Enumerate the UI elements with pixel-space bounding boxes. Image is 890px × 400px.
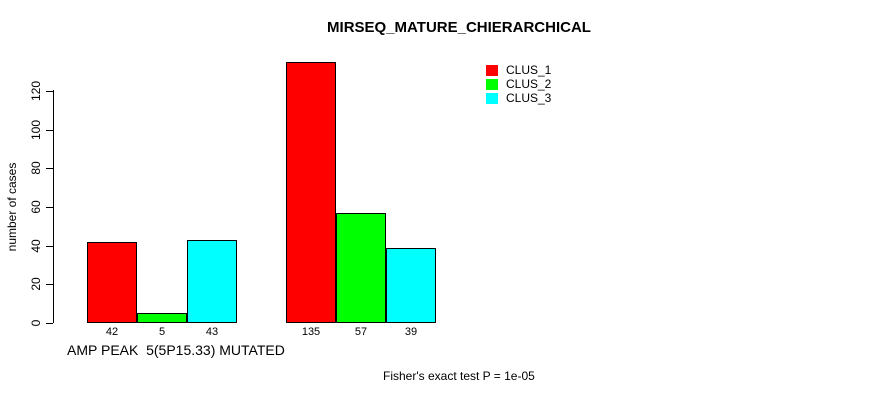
- legend-label: CLUS_2: [506, 77, 552, 91]
- bar-clus_1-group2: [286, 62, 336, 323]
- y-tick-label: 80: [29, 161, 43, 175]
- legend: CLUS_1 CLUS_2 CLUS_3: [486, 63, 551, 105]
- y-tick-label: 100: [29, 119, 43, 141]
- bar-clus_2-group1: [137, 313, 187, 323]
- y-tick-mark: [46, 207, 53, 208]
- bar-value-label: 42: [105, 326, 119, 338]
- legend-row: CLUS_1: [486, 63, 551, 77]
- bar-value-label: 57: [354, 326, 368, 338]
- y-tick-label: 60: [29, 200, 43, 214]
- x-axis-group-label: AMP PEAK 5(5P15.33) MUTATED: [67, 342, 285, 358]
- legend-label: CLUS_3: [506, 91, 552, 105]
- y-tick-mark: [46, 323, 53, 324]
- bar-value-label: 135: [301, 326, 321, 338]
- bar-value-label: 5: [158, 326, 166, 338]
- bar-clus_1-group1: [87, 242, 137, 323]
- bar-clus_3-group1: [187, 240, 237, 323]
- footer-note: Fisher's exact test P = 1e-05: [383, 369, 535, 383]
- y-tick-label: 120: [29, 80, 43, 102]
- legend-row: CLUS_3: [486, 91, 551, 105]
- bar-clus_2-group2: [336, 213, 386, 323]
- legend-label: CLUS_1: [506, 63, 552, 77]
- y-tick-mark: [46, 130, 53, 131]
- y-tick-mark: [46, 91, 53, 92]
- y-tick-mark: [46, 284, 53, 285]
- y-tick-mark: [46, 168, 53, 169]
- legend-row: CLUS_2: [486, 77, 551, 91]
- y-axis-title: number of cases: [5, 162, 19, 252]
- legend-swatch-clus_1: [486, 64, 498, 76]
- chart-title: MIRSEQ_MATURE_CHIERARCHICAL: [327, 19, 591, 36]
- bar-clus_3-group2: [386, 248, 436, 323]
- bar-value-label: 43: [205, 326, 219, 338]
- bar-value-label: 39: [404, 326, 418, 338]
- y-tick-label: 20: [29, 277, 43, 291]
- legend-swatch-clus_2: [486, 78, 498, 90]
- legend-swatch-clus_3: [486, 92, 498, 104]
- y-tick-label: 40: [29, 239, 43, 253]
- y-tick-label: 0: [29, 319, 43, 327]
- y-axis-line: [53, 90, 54, 323]
- y-tick-mark: [46, 246, 53, 247]
